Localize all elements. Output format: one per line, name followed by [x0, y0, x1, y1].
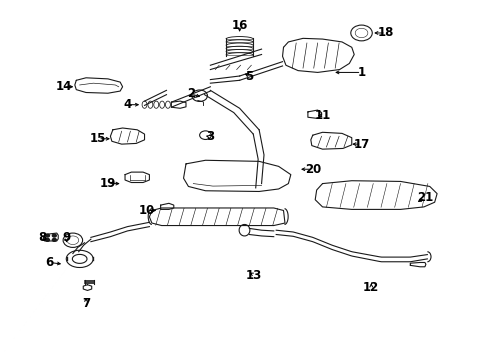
- Text: 4: 4: [123, 98, 131, 111]
- Text: 15: 15: [90, 132, 106, 145]
- Text: 11: 11: [314, 109, 330, 122]
- Text: 21: 21: [416, 192, 432, 204]
- Text: 13: 13: [245, 269, 262, 282]
- Text: 10: 10: [139, 204, 155, 217]
- Text: 8: 8: [38, 231, 46, 244]
- Text: 18: 18: [377, 27, 393, 40]
- Text: 7: 7: [82, 297, 90, 310]
- Text: 9: 9: [62, 231, 70, 244]
- Text: 19: 19: [100, 177, 116, 190]
- Circle shape: [52, 238, 56, 241]
- Text: 5: 5: [245, 69, 253, 82]
- Text: 16: 16: [231, 19, 247, 32]
- Text: 17: 17: [353, 138, 369, 150]
- Text: 1: 1: [357, 66, 365, 79]
- Text: 2: 2: [186, 87, 195, 100]
- Text: 20: 20: [304, 163, 320, 176]
- Circle shape: [52, 234, 56, 237]
- Text: 14: 14: [56, 80, 72, 93]
- Circle shape: [45, 234, 49, 237]
- Text: 6: 6: [45, 256, 54, 269]
- Text: 3: 3: [206, 130, 214, 144]
- Circle shape: [45, 238, 49, 241]
- Text: 12: 12: [363, 281, 379, 294]
